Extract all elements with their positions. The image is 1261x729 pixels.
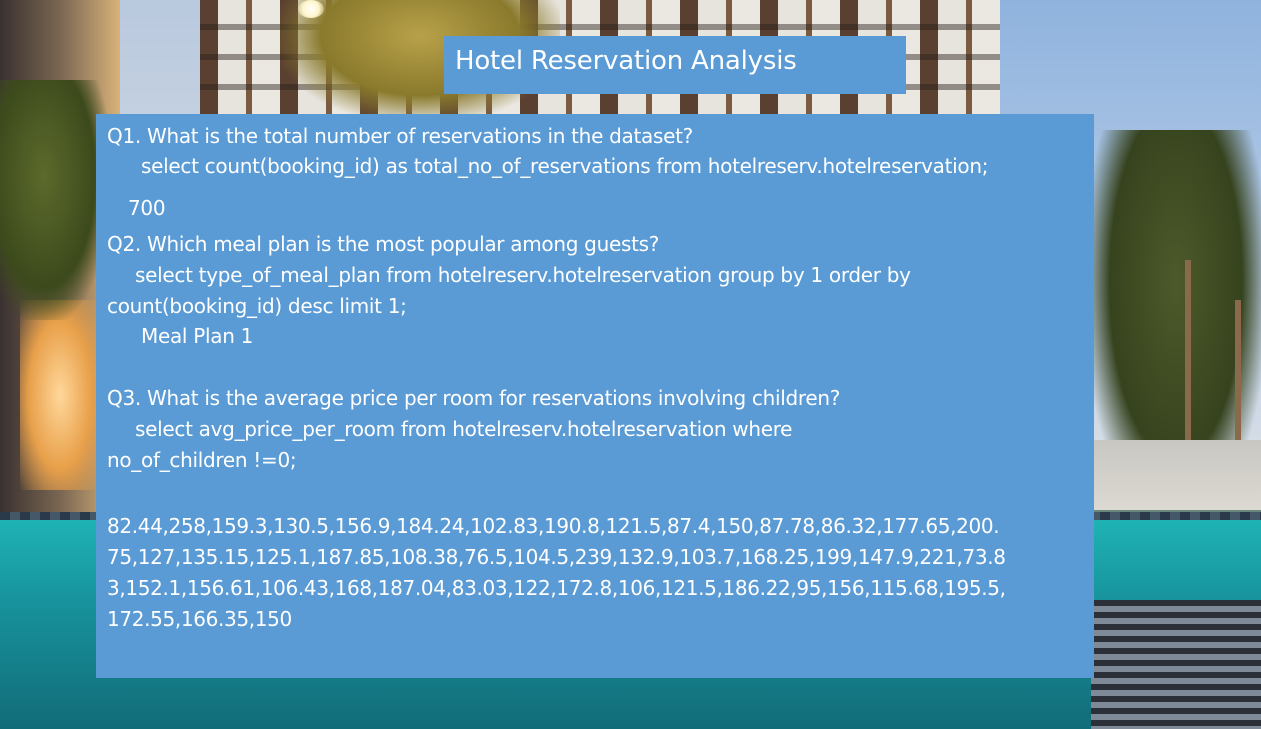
q3-answer-line: 3,152.1,156.61,106.43,168,187.04,83.03,1… xyxy=(107,576,1006,600)
q3-question: Q3. What is the average price per room f… xyxy=(107,386,841,410)
title-box: Hotel Reservation Analysis xyxy=(444,36,906,94)
palm-trunk xyxy=(1185,260,1191,460)
q1-answer: 700 xyxy=(128,196,166,220)
q3-answer-line: 75,127,135.15,125.1,187.85,108.38,76.5,1… xyxy=(107,545,1006,569)
q3-answer-line: 82.44,258,159.3,130.5,156.9,184.24,102.8… xyxy=(107,514,1000,538)
q2-query-line2: count(booking_id) desc limit 1; xyxy=(107,294,407,318)
q3-answer: 82.44,258,159.3,130.5,156.9,184.24,102.8… xyxy=(107,511,1067,635)
q3-answer-line: 172.55,166.35,150 xyxy=(107,607,292,631)
q2-question: Q2. Which meal plan is the most popular … xyxy=(107,232,660,256)
page-title: Hotel Reservation Analysis xyxy=(455,46,797,76)
q3-query-line2: no_of_children !=0; xyxy=(107,448,297,472)
q2-answer: Meal Plan 1 xyxy=(141,324,254,348)
q2-query-line1: select type_of_meal_plan from hotelreser… xyxy=(135,263,911,287)
lamp-glow xyxy=(20,300,100,490)
q1-question: Q1. What is the total number of reservat… xyxy=(107,124,693,148)
pool-steps xyxy=(1091,600,1261,729)
pool-deck xyxy=(1091,440,1261,510)
light-flare xyxy=(298,0,324,18)
q1-query: select count(booking_id) as total_no_of_… xyxy=(141,154,989,178)
q3-query-line1: select avg_price_per_room from hotelrese… xyxy=(135,417,793,441)
palm-trunk xyxy=(1235,300,1241,470)
palm-tree-left xyxy=(0,80,110,320)
content-box: Q1. What is the total number of reservat… xyxy=(96,114,1094,678)
